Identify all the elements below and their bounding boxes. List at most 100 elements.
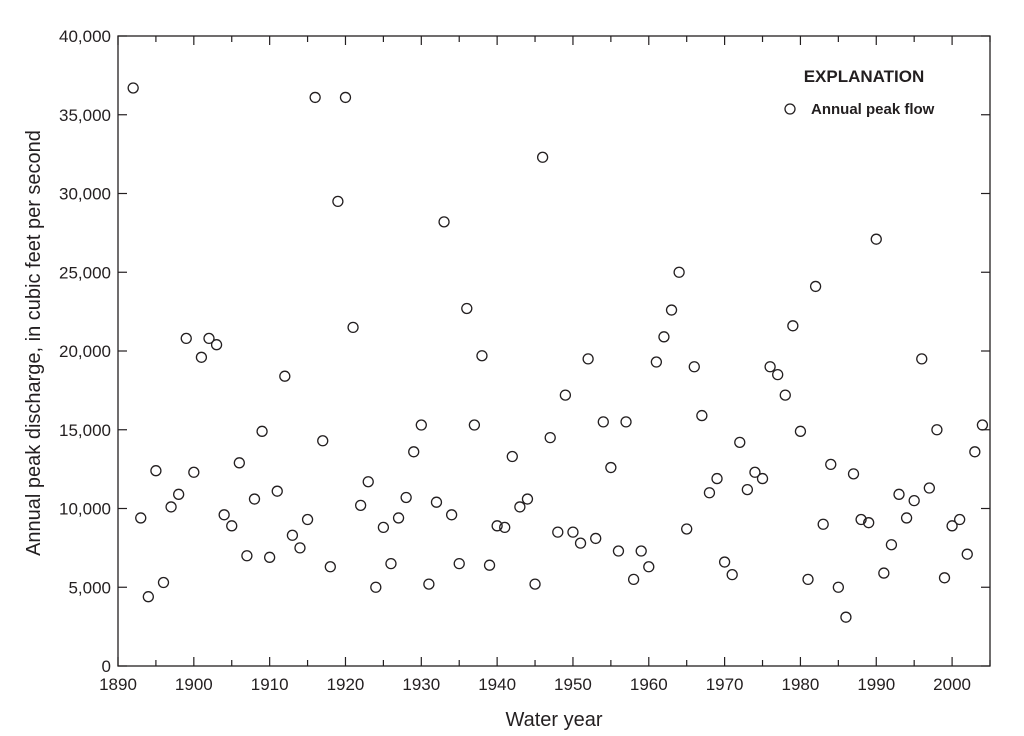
data-point <box>643 561 655 573</box>
x-tick-label: 2000 <box>933 675 971 694</box>
data-point <box>294 542 306 554</box>
x-tick-label: 1940 <box>478 675 516 694</box>
data-point <box>567 526 579 538</box>
data-point <box>309 91 321 104</box>
data-point <box>893 488 905 500</box>
data-point <box>931 424 943 436</box>
data-point <box>976 419 989 431</box>
data-point <box>650 356 663 368</box>
data-point <box>241 550 253 562</box>
y-axis: 0 5,000 10,000 15,000 20,000 25,000 30,000 35,0… <box>59 27 990 676</box>
data-point <box>301 513 314 526</box>
data-point <box>157 576 170 589</box>
y-tick-label: 20,000 <box>59 342 111 361</box>
legend-entry-label: Annual peak flow <box>811 101 935 118</box>
legend: EXPLANATION Annual peak flow <box>784 67 935 118</box>
data-point <box>969 446 981 458</box>
x-tick-label: 1910 <box>251 675 289 694</box>
data-point <box>415 419 427 431</box>
data-point <box>840 611 852 623</box>
data-point <box>574 537 587 549</box>
data-point <box>665 304 678 316</box>
data-point <box>271 485 283 497</box>
data-point <box>673 266 685 278</box>
data-point <box>347 321 359 334</box>
data-point <box>863 517 875 529</box>
x-tick-label: 1990 <box>857 675 895 694</box>
data-point <box>506 450 518 463</box>
data-point <box>597 416 609 428</box>
data-point <box>832 581 844 593</box>
data-point <box>772 368 784 381</box>
data-point <box>756 472 769 485</box>
data-point <box>226 520 238 532</box>
data-point <box>779 389 791 401</box>
data-point <box>802 573 814 586</box>
data-points <box>127 82 989 623</box>
data-point <box>855 513 867 526</box>
data-point <box>135 512 147 524</box>
data-point <box>514 501 526 513</box>
y-tick-label: 15,000 <box>59 421 111 440</box>
data-point <box>423 578 435 590</box>
data-point <box>248 493 261 505</box>
data-point <box>718 556 731 568</box>
data-point <box>741 483 754 496</box>
data-point <box>900 512 913 524</box>
x-tick-label: 1950 <box>554 675 592 694</box>
x-tick-label: 1980 <box>782 675 820 694</box>
y-tick-label: 5,000 <box>68 578 111 597</box>
data-point <box>438 216 450 228</box>
data-point <box>165 501 177 513</box>
data-point <box>461 302 473 315</box>
data-point <box>332 195 344 208</box>
legend-title: EXPLANATION <box>804 67 925 86</box>
data-point <box>127 82 139 94</box>
data-point <box>620 416 632 428</box>
data-point <box>711 472 723 485</box>
data-point <box>544 431 556 444</box>
y-tick-label: 35,000 <box>59 106 111 125</box>
legend-marker <box>784 103 796 115</box>
data-point <box>400 491 412 504</box>
data-point <box>794 425 807 437</box>
data-point <box>605 461 617 474</box>
data-point <box>787 320 799 332</box>
data-point <box>453 557 465 570</box>
data-point <box>210 339 223 351</box>
data-point <box>324 561 336 573</box>
data-point <box>885 539 898 551</box>
x-tick-label: 1890 <box>99 675 137 694</box>
data-point <box>612 545 625 557</box>
data-point <box>559 389 572 401</box>
x-tick-label: 1900 <box>175 675 213 694</box>
data-point <box>696 409 708 422</box>
data-point <box>870 233 882 245</box>
data-point <box>809 280 822 293</box>
y-tick-label: 0 <box>102 657 111 676</box>
data-point <box>582 353 594 365</box>
data-point <box>499 521 511 534</box>
data-point <box>142 591 154 603</box>
data-point <box>150 465 162 477</box>
data-point <box>195 351 208 363</box>
data-point <box>233 457 245 469</box>
data-point <box>529 578 541 590</box>
data-point <box>392 512 405 524</box>
data-point <box>658 331 670 343</box>
data-point <box>688 361 700 373</box>
x-axis-label: Water year <box>505 709 602 731</box>
plot-frame <box>117 35 991 667</box>
data-point <box>635 545 647 557</box>
data-point <box>476 350 488 362</box>
data-point <box>218 509 230 521</box>
data-point <box>188 466 200 478</box>
data-point <box>923 482 935 494</box>
data-point <box>749 466 761 478</box>
data-point <box>354 499 367 512</box>
data-point <box>279 370 291 382</box>
data-point <box>552 526 564 538</box>
x-tick-label: 1970 <box>706 675 744 694</box>
data-point <box>726 569 738 581</box>
data-point <box>491 520 503 532</box>
